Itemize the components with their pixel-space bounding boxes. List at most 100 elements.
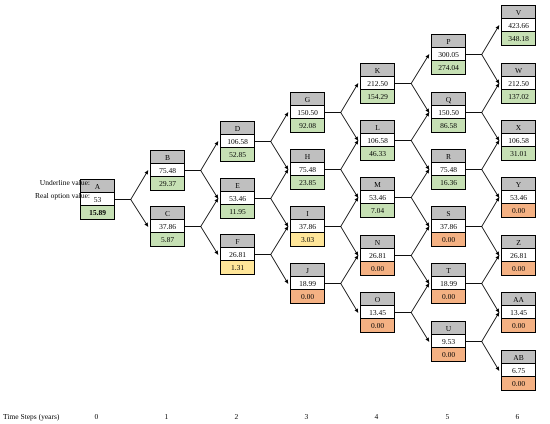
node-option-value: 348.18 bbox=[502, 32, 535, 45]
node-option-value: 16.36 bbox=[432, 176, 465, 189]
node-option-value: 137.02 bbox=[502, 90, 535, 103]
node-option-value: 46.33 bbox=[361, 147, 394, 160]
edge-J-O bbox=[325, 283, 359, 313]
node-option-value: 0.00 bbox=[361, 319, 394, 332]
edge-F-I bbox=[255, 226, 289, 255]
legend-underline-label: Underline value: bbox=[39, 178, 90, 187]
time-step-5: 5 bbox=[445, 412, 450, 421]
node-underline-value: 13.45 bbox=[502, 306, 535, 319]
node-option-value: 0.00 bbox=[432, 233, 465, 246]
edge-C-F bbox=[185, 226, 219, 255]
edge-N-S bbox=[395, 226, 430, 256]
node-label: A bbox=[81, 180, 114, 193]
edge-O-T bbox=[395, 283, 430, 313]
node-label: K bbox=[361, 64, 394, 77]
node-I: I 37.86 3.03 bbox=[290, 206, 325, 247]
node-underline-value: 75.48 bbox=[291, 163, 324, 176]
node-label: AA bbox=[502, 293, 535, 306]
time-step-1: 1 bbox=[164, 412, 169, 421]
node-option-value: 15.89 bbox=[81, 206, 114, 219]
node-label: Z bbox=[502, 236, 535, 249]
node-X: X 106.58 31.01 bbox=[501, 120, 536, 161]
node-underline-value: 18.99 bbox=[432, 277, 465, 290]
node-option-value: 92.08 bbox=[291, 119, 324, 132]
edge-P-W bbox=[466, 54, 500, 84]
node-H: H 75.48 23.85 bbox=[290, 149, 325, 190]
node-option-value: 3.03 bbox=[291, 233, 324, 246]
node-T: T 18.99 0.00 bbox=[431, 263, 466, 304]
node-underline-value: 212.50 bbox=[361, 77, 394, 90]
node-label: I bbox=[291, 207, 324, 220]
node-A: A 53 15.89 bbox=[80, 179, 115, 220]
node-underline-value: 37.86 bbox=[432, 220, 465, 233]
edge-I-M bbox=[325, 197, 359, 227]
edge-A-C bbox=[115, 199, 149, 227]
node-label: B bbox=[151, 151, 184, 164]
node-label: X bbox=[502, 121, 535, 134]
node-label: D bbox=[221, 122, 254, 135]
node-underline-value: 26.81 bbox=[361, 249, 394, 262]
edge-H-M bbox=[325, 169, 359, 198]
node-underline-value: 75.48 bbox=[151, 164, 184, 177]
node-F: F 26.81 1.31 bbox=[220, 234, 255, 275]
edge-L-R bbox=[395, 140, 430, 170]
node-label: AB bbox=[502, 351, 535, 364]
node-label: H bbox=[291, 150, 324, 163]
node-B: B 75.48 29.37 bbox=[150, 150, 185, 191]
node-underline-value: 53 bbox=[81, 193, 114, 206]
node-underline-value: 75.48 bbox=[432, 163, 465, 176]
edge-C-E bbox=[185, 198, 219, 227]
node-underline-value: 37.86 bbox=[291, 220, 324, 233]
edge-A-B bbox=[115, 170, 149, 200]
node-S: S 37.86 0.00 bbox=[431, 206, 466, 247]
node-underline-value: 9.53 bbox=[432, 335, 465, 348]
time-axis-caption: Time Steps (years) bbox=[3, 412, 60, 421]
node-label: Y bbox=[502, 178, 535, 191]
node-G: G 150.50 92.08 bbox=[290, 92, 325, 133]
node-option-value: 0.00 bbox=[502, 377, 535, 390]
node-option-value: 0.00 bbox=[432, 290, 465, 303]
node-option-value: 11.95 bbox=[221, 205, 254, 218]
node-label: O bbox=[361, 293, 394, 306]
node-label: J bbox=[291, 264, 324, 277]
node-underline-value: 13.45 bbox=[361, 306, 394, 319]
node-label: M bbox=[361, 178, 394, 191]
node-underline-value: 106.58 bbox=[221, 135, 254, 148]
node-label: Q bbox=[432, 93, 465, 106]
edge-D-H bbox=[255, 141, 289, 170]
node-U: U 9.53 0.00 bbox=[431, 321, 466, 362]
node-label: P bbox=[432, 35, 465, 48]
node-M: M 53.46 7.04 bbox=[360, 177, 395, 218]
time-step-0: 0 bbox=[94, 412, 99, 421]
node-label: V bbox=[502, 6, 535, 19]
node-label: R bbox=[432, 150, 465, 163]
node-N: N 26.81 0.00 bbox=[360, 235, 395, 276]
node-label: T bbox=[432, 264, 465, 277]
node-option-value: 154.29 bbox=[361, 90, 394, 103]
edge-S-Y bbox=[466, 197, 500, 227]
node-L: L 106.58 46.33 bbox=[360, 120, 395, 161]
node-Q: Q 150.50 86.58 bbox=[431, 92, 466, 133]
node-K: K 212.50 154.29 bbox=[360, 63, 395, 104]
node-P: P 300.05 274.04 bbox=[431, 34, 466, 75]
edge-T-Z bbox=[466, 255, 500, 284]
node-underline-value: 212.50 bbox=[502, 77, 535, 90]
node-option-value: 52.85 bbox=[221, 148, 254, 161]
edge-G-L bbox=[325, 112, 359, 141]
node-C: C 37.86 5.87 bbox=[150, 206, 185, 247]
node-label: U bbox=[432, 322, 465, 335]
node-E: E 53.46 11.95 bbox=[220, 178, 255, 219]
node-underline-value: 26.81 bbox=[502, 249, 535, 262]
edge-U-AB bbox=[466, 341, 500, 371]
edge-M-S bbox=[395, 197, 430, 227]
time-step-4: 4 bbox=[374, 412, 379, 421]
node-AB: AB 6.75 0.00 bbox=[501, 350, 536, 391]
edge-E-I bbox=[255, 198, 289, 227]
node-label: E bbox=[221, 179, 254, 192]
node-option-value: 0.00 bbox=[432, 348, 465, 361]
edge-O-U bbox=[395, 312, 430, 342]
node-option-value: 0.00 bbox=[502, 319, 535, 332]
node-underline-value: 18.99 bbox=[291, 277, 324, 290]
node-option-value: 29.37 bbox=[151, 177, 184, 190]
